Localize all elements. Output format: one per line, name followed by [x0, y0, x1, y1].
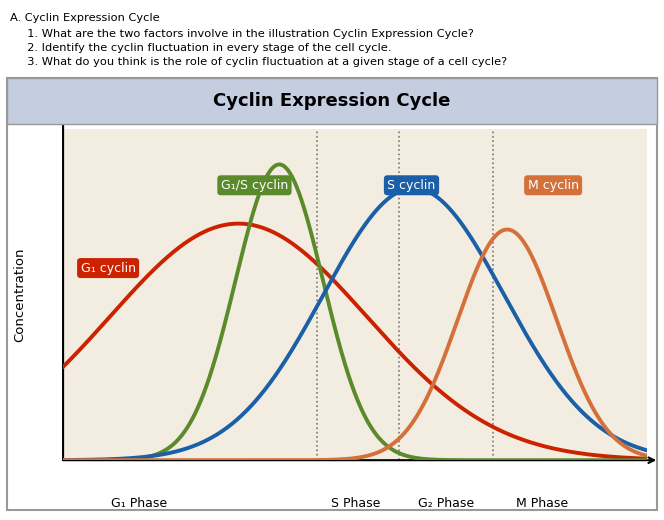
Text: M cyclin: M cyclin [528, 179, 578, 192]
Text: A. Cyclin Expression Cycle: A. Cyclin Expression Cycle [10, 13, 159, 23]
Text: S Phase: S Phase [331, 497, 380, 510]
Text: G₁ Phase: G₁ Phase [111, 497, 167, 510]
Text: G₁/S cyclin: G₁/S cyclin [221, 179, 288, 192]
Text: 3. What do you think is the role of cyclin fluctuation at a given stage of a cel: 3. What do you think is the role of cycl… [20, 57, 507, 67]
Text: Cyclin Expression Cycle: Cyclin Expression Cycle [213, 92, 451, 110]
Text: G₂ Phase: G₂ Phase [418, 497, 474, 510]
Text: Concentration: Concentration [13, 248, 26, 342]
Text: M Phase: M Phase [516, 497, 568, 510]
Text: 1. What are the two factors involve in the illustration Cyclin Expression Cycle?: 1. What are the two factors involve in t… [20, 29, 474, 38]
Text: S cyclin: S cyclin [387, 179, 436, 192]
Text: 2. Identify the cyclin fluctuation in every stage of the cell cycle.: 2. Identify the cyclin fluctuation in ev… [20, 43, 391, 53]
Text: G₁ cyclin: G₁ cyclin [80, 262, 135, 275]
